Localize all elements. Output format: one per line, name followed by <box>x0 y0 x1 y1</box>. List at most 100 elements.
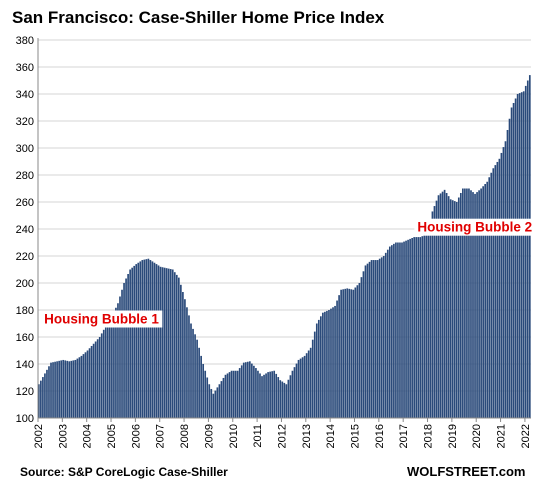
bar <box>106 323 109 418</box>
bar <box>279 380 282 418</box>
bar <box>307 350 310 418</box>
bar <box>524 85 527 419</box>
bar <box>76 358 79 418</box>
bar <box>462 188 464 418</box>
x-tick-label: 2004 <box>82 424 94 448</box>
bar <box>334 305 336 418</box>
bar <box>342 289 344 418</box>
bar <box>208 384 211 418</box>
bar <box>236 370 239 418</box>
bar <box>352 289 355 418</box>
bar <box>84 352 87 418</box>
bar <box>480 188 482 418</box>
x-tick-label: 2009 <box>203 424 215 448</box>
bar <box>393 243 395 418</box>
bar <box>303 355 306 418</box>
bar <box>488 177 491 418</box>
bar <box>198 347 200 418</box>
bar <box>315 323 318 418</box>
y-tick-label: 380 <box>16 35 34 47</box>
bar <box>370 260 373 418</box>
bar <box>313 331 316 418</box>
bar <box>175 274 178 418</box>
bar <box>194 334 196 418</box>
x-tick-label: 2011 <box>252 424 264 448</box>
y-tick-label: 180 <box>16 305 34 317</box>
bar <box>514 98 517 418</box>
y-tick-label: 200 <box>16 278 34 290</box>
bar <box>344 288 347 418</box>
bar <box>48 366 50 418</box>
bar <box>516 94 519 418</box>
bar <box>96 339 99 418</box>
bar <box>157 265 160 418</box>
x-tick-label: 2018 <box>423 424 435 448</box>
bar <box>486 181 489 418</box>
bar <box>184 299 186 418</box>
axes <box>37 38 531 419</box>
y-tick-label: 240 <box>16 224 34 236</box>
bar <box>372 260 375 418</box>
x-tick-label: 2012 <box>276 424 288 448</box>
bar <box>220 381 223 418</box>
bar <box>200 355 202 418</box>
bar <box>395 242 397 418</box>
bar <box>478 190 480 418</box>
bar <box>102 329 105 418</box>
annotation-label: Housing Bubble 2 <box>417 220 532 235</box>
bar <box>255 368 257 418</box>
bar <box>224 374 227 418</box>
brand-label: WOLFSTREET.com <box>407 464 525 479</box>
x-tick-label: 2016 <box>374 424 386 448</box>
x-tick-label: 2022 <box>520 424 532 448</box>
bar <box>121 289 123 418</box>
bar <box>439 193 442 418</box>
bar <box>512 103 515 418</box>
bar <box>163 267 166 418</box>
bar <box>206 377 209 418</box>
annotations: Housing Bubble 1 Housing Bubble 2 <box>41 218 533 328</box>
bar <box>188 315 190 418</box>
bar <box>482 186 484 418</box>
bar <box>78 357 81 418</box>
bar <box>177 277 180 418</box>
bar <box>212 393 215 418</box>
x-tick-label: 2010 <box>228 424 240 448</box>
bar <box>173 272 176 418</box>
bar <box>348 288 351 418</box>
bar <box>240 365 243 418</box>
bar <box>159 266 162 418</box>
bar <box>502 147 505 418</box>
annotation-label: Housing Bubble 1 <box>44 312 159 327</box>
bar <box>415 237 418 418</box>
bar <box>271 371 273 418</box>
bar <box>317 319 320 418</box>
bar <box>419 237 422 418</box>
bar <box>305 353 308 418</box>
bar <box>141 260 144 418</box>
bar <box>169 269 172 418</box>
x-tick-label: 2005 <box>106 424 118 448</box>
bar <box>153 262 156 418</box>
bar <box>358 283 361 418</box>
bar <box>214 390 217 418</box>
bar <box>455 202 458 418</box>
bar <box>451 200 454 418</box>
bar <box>384 252 387 418</box>
bar <box>299 358 302 418</box>
bar <box>508 118 511 418</box>
bar <box>378 258 381 418</box>
annotation-background <box>41 310 163 328</box>
bar <box>425 234 428 418</box>
bar <box>322 312 324 418</box>
y-tick-label: 320 <box>16 116 34 128</box>
bar <box>526 80 529 418</box>
bar <box>234 370 237 418</box>
bar <box>56 361 58 418</box>
bar <box>135 264 138 418</box>
bar <box>127 274 129 418</box>
x-axis-ticks: 2002 2003 2004 2005 2006 2007 2008 2009 2010 2011… <box>33 418 532 448</box>
bar <box>449 199 452 418</box>
x-tick-label: 2017 <box>398 424 410 448</box>
bar <box>492 168 495 418</box>
